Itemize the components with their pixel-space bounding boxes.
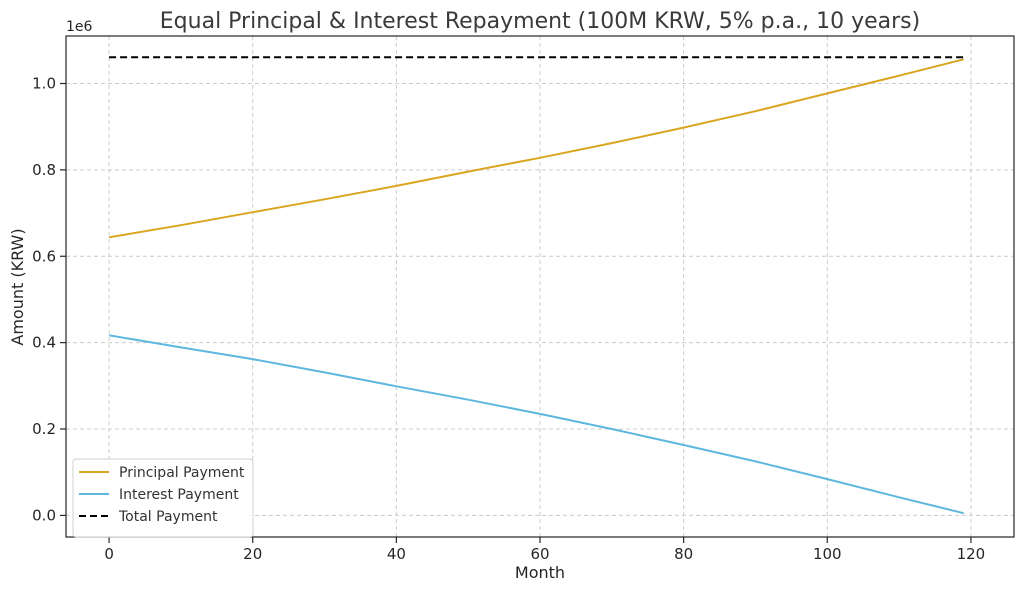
y-axis: 0.0 0.2 0.4 0.6 0.8 1.0 [32, 75, 66, 524]
y-tick-label: 0.8 [32, 161, 56, 179]
legend: Principal Payment Interest Payment Total P… [72, 458, 254, 538]
y-axis-label: Amount (KRW) [8, 228, 27, 345]
y-tick-label: 0.4 [32, 334, 56, 352]
y-axis-offset-label: 1e6 [66, 19, 93, 35]
legend-label-total-payment: Total Payment [118, 509, 218, 525]
x-tick-label: 20 [243, 545, 262, 563]
y-tick-label: 1.0 [32, 75, 56, 93]
x-tick-label: 80 [674, 545, 693, 563]
x-tick-label: 40 [387, 545, 406, 563]
chart-title: Equal Principal & Interest Repayment (10… [160, 9, 920, 34]
legend-box [72, 458, 254, 538]
legend-label-interest-payment: Interest Payment [119, 487, 239, 503]
x-tick-label: 60 [530, 545, 549, 563]
x-tick-label: 120 [957, 545, 986, 563]
principal-payment-line [108, 58, 964, 239]
x-axis: 0 20 40 60 80 100 120 [104, 537, 985, 563]
y-tick-label: 0.6 [32, 247, 56, 265]
x-tick-label: 0 [104, 545, 114, 563]
y-tick-label: 0.0 [32, 506, 56, 524]
x-axis-label: Month [515, 563, 565, 582]
interest-payment-line [108, 334, 964, 515]
legend-label-principal-payment: Principal Payment [119, 465, 245, 481]
series-lines [108, 56, 964, 515]
x-tick-label: 100 [813, 545, 842, 563]
y-tick-label: 0.2 [32, 420, 56, 438]
